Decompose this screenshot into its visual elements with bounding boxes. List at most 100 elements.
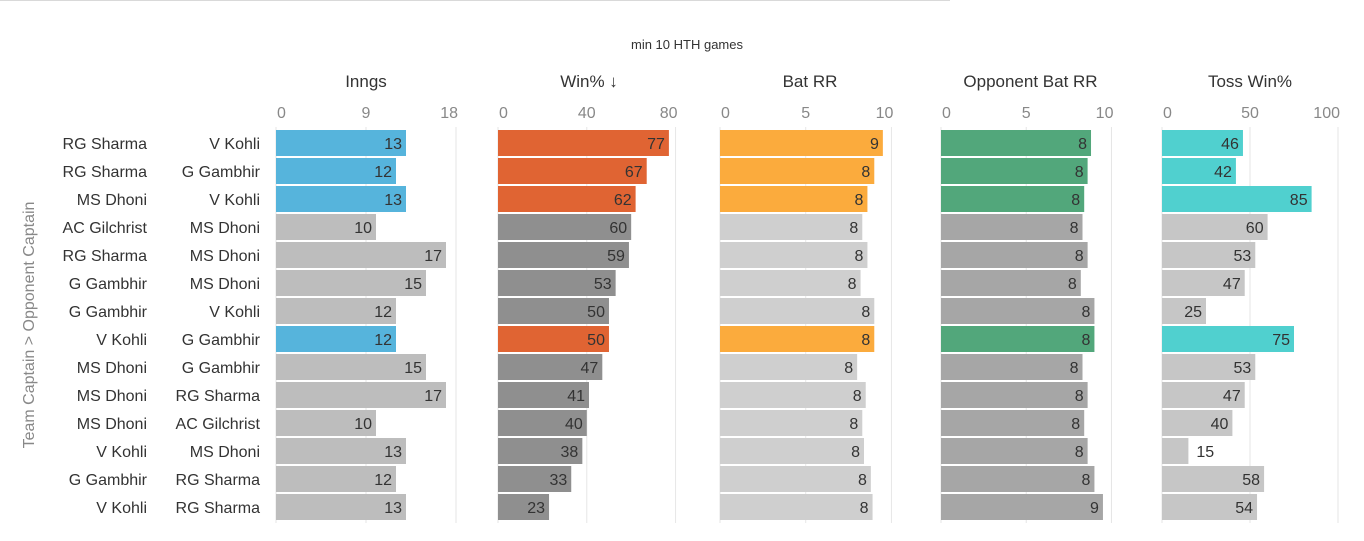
opponent-captain-label: MS Dhoni [190, 276, 260, 293]
bar [941, 214, 1083, 240]
bar [720, 214, 863, 240]
bar [276, 214, 376, 240]
bar [720, 466, 871, 492]
bar [276, 298, 396, 324]
bar [498, 438, 583, 464]
data-label: 12 [374, 304, 392, 321]
bar [941, 298, 1095, 324]
team-captain-label: G Gambhir [69, 472, 148, 489]
team-captain-label: RG Sharma [63, 164, 148, 181]
bar [498, 270, 616, 296]
data-label: 53 [1233, 248, 1251, 265]
panel-title: Bat RR [783, 72, 838, 91]
data-label: 75 [1272, 332, 1290, 349]
data-label: 8 [858, 472, 867, 489]
tick-label: 5 [801, 105, 810, 122]
bar [498, 298, 609, 324]
data-label: 50 [587, 304, 605, 321]
data-label: 8 [1071, 192, 1080, 209]
data-label: 8 [860, 500, 869, 517]
bar [498, 158, 647, 184]
bar [498, 130, 669, 156]
data-label: 8 [848, 276, 857, 293]
bar [1162, 298, 1206, 324]
bar [720, 130, 883, 156]
data-label: 8 [1082, 332, 1091, 349]
bar [1162, 382, 1245, 408]
data-label: 10 [354, 220, 372, 237]
opponent-captain-label: G Gambhir [182, 360, 261, 377]
team-captain-label: MS Dhoni [77, 416, 147, 433]
data-label: 85 [1290, 192, 1308, 209]
bar [1162, 130, 1243, 156]
data-label: 8 [1082, 472, 1091, 489]
bar [720, 382, 866, 408]
data-label: 8 [1075, 388, 1084, 405]
bar [1162, 354, 1256, 380]
team-captain-label: V Kohli [96, 332, 147, 349]
bar [276, 494, 406, 520]
opponent-captain-label: RG Sharma [176, 500, 261, 517]
data-label: 15 [404, 360, 422, 377]
data-label: 13 [384, 500, 402, 517]
panel-title: Win% ↓ [560, 72, 618, 91]
bar [276, 410, 376, 436]
team-captain-label: G Gambhir [69, 304, 148, 321]
tick-label: 50 [1241, 105, 1259, 122]
opponent-captain-label: V Kohli [209, 192, 260, 209]
team-captain-label: MS Dhoni [77, 192, 147, 209]
bar [276, 186, 406, 212]
tick-label: 0 [499, 105, 508, 122]
data-label: 12 [374, 472, 392, 489]
team-captain-label: V Kohli [96, 444, 147, 461]
bar [720, 158, 875, 184]
bar [498, 382, 589, 408]
data-label: 53 [594, 276, 612, 293]
data-label: 8 [1071, 416, 1080, 433]
bar [1162, 494, 1258, 520]
data-label: 8 [861, 164, 870, 181]
opponent-captain-label: V Kohli [209, 304, 260, 321]
tick-label: 0 [1163, 105, 1172, 122]
data-label: 40 [1211, 416, 1229, 433]
bar [941, 410, 1085, 436]
data-label: 42 [1214, 164, 1232, 181]
panel-5: Toss Win% 0 50 100 46 42 85 60 53 47 25 75 53 47 40 15 5… [1161, 72, 1340, 523]
data-label: 12 [374, 164, 392, 181]
bar [941, 354, 1083, 380]
bar [720, 410, 863, 436]
bar [498, 494, 550, 520]
bar [498, 214, 632, 240]
data-label: 77 [647, 136, 665, 153]
top-divider [0, 0, 950, 1]
bar [941, 270, 1081, 296]
opponent-captain-label: AC Gilchrist [176, 416, 261, 433]
opponent-captain-label: RG Sharma [176, 388, 261, 405]
data-label: 17 [424, 388, 442, 405]
bar [941, 130, 1092, 156]
tick-label: 80 [660, 105, 678, 122]
bar [276, 270, 426, 296]
bar [276, 438, 406, 464]
bar [1162, 326, 1294, 352]
data-label: 8 [844, 360, 853, 377]
tick-label: 0 [942, 105, 951, 122]
bar [276, 354, 426, 380]
bar [1162, 410, 1233, 436]
bar [498, 466, 572, 492]
data-label: 67 [625, 164, 643, 181]
bar [720, 270, 861, 296]
data-label: 50 [587, 332, 605, 349]
team-captain-label: RG Sharma [63, 136, 148, 153]
opponent-captain-label: RG Sharma [176, 472, 261, 489]
data-label: 59 [607, 248, 625, 265]
tick-label: 100 [1313, 105, 1340, 122]
bar [276, 130, 406, 156]
tick-label: 10 [1096, 105, 1114, 122]
bar [498, 186, 636, 212]
data-label: 15 [1196, 444, 1214, 461]
bar [276, 326, 396, 352]
